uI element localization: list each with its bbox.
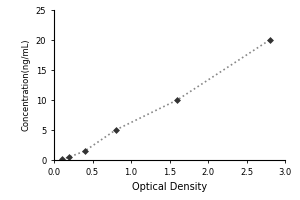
Y-axis label: Concentration(ng/mL): Concentration(ng/mL) [21,39,30,131]
X-axis label: Optical Density: Optical Density [132,182,207,192]
